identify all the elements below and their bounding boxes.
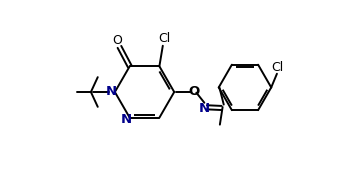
Text: O: O	[112, 34, 122, 47]
Text: N: N	[106, 85, 117, 98]
Text: Cl: Cl	[271, 61, 284, 74]
Text: N: N	[121, 113, 132, 126]
Text: N: N	[199, 102, 210, 115]
Text: O: O	[189, 85, 200, 98]
Text: Cl: Cl	[158, 32, 170, 45]
